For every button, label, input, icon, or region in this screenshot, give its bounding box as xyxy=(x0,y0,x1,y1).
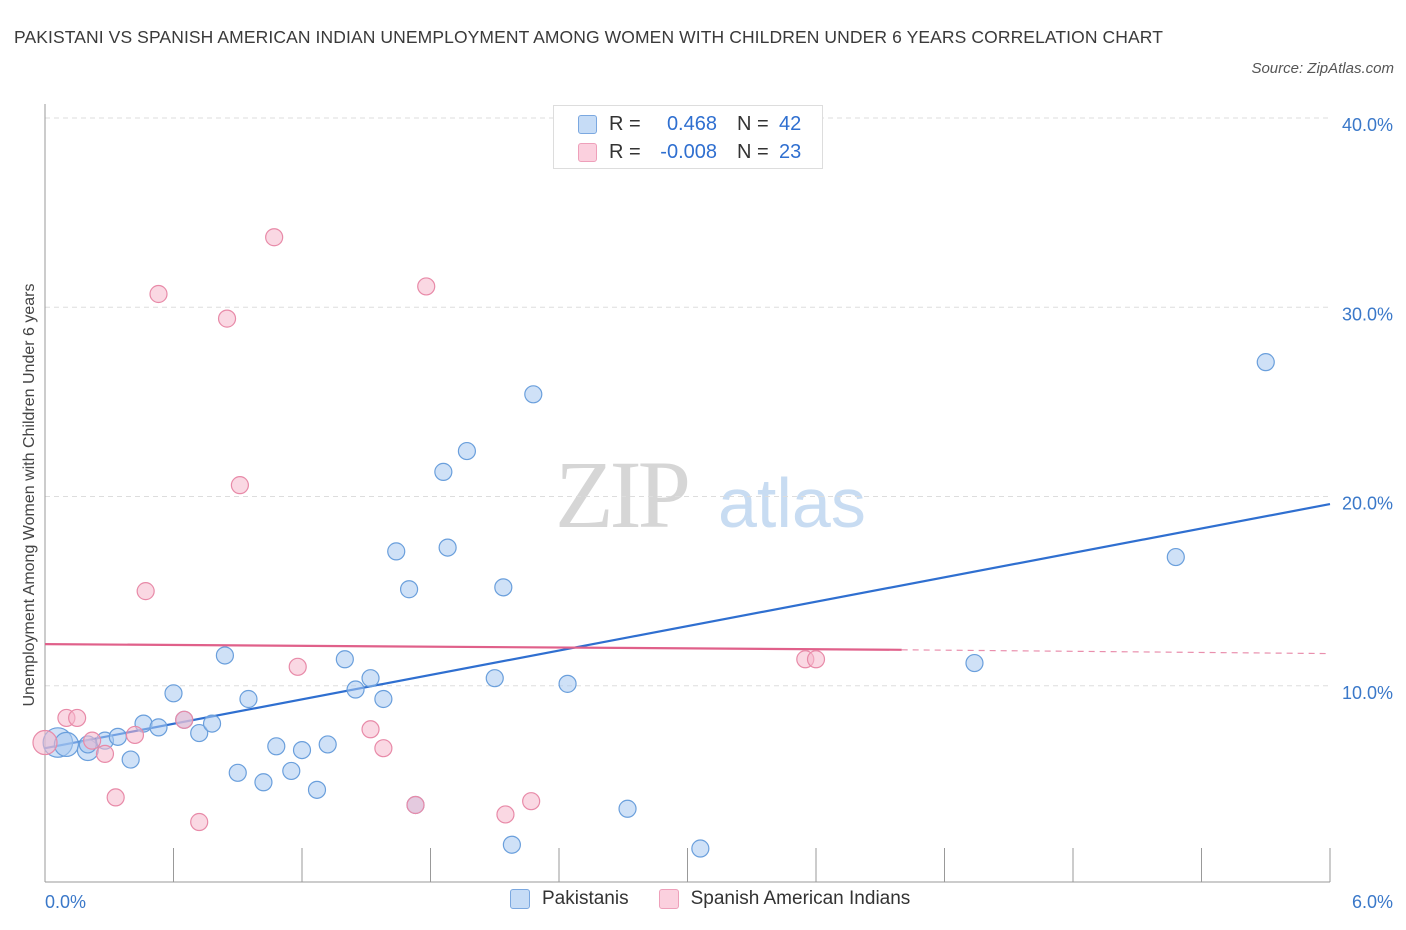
point-spanish-american-indians xyxy=(522,792,541,811)
point-pakistanis xyxy=(438,538,457,557)
trend-line-spanish-american-indians xyxy=(44,643,902,651)
legend-n-key: N = xyxy=(737,112,769,135)
point-spanish-american-indians xyxy=(406,795,425,815)
point-spanish-american-indians xyxy=(68,708,87,728)
point-pakistanis xyxy=(282,761,301,781)
point-pakistanis xyxy=(335,650,354,669)
point-pakistanis xyxy=(215,646,234,665)
point-pakistanis xyxy=(228,763,247,782)
point-pakistanis xyxy=(691,839,710,858)
legend-label-pakistanis: Pakistanis xyxy=(542,888,629,909)
point-pakistanis xyxy=(457,441,477,461)
point-spanish-american-indians xyxy=(288,657,307,676)
legend-item-spanish-american-indians: Spanish American Indians xyxy=(658,888,911,910)
point-spanish-american-indians xyxy=(374,739,393,758)
trend-line-spanish-american-indians-extension xyxy=(901,649,1331,655)
watermark-atlas: atlas xyxy=(718,464,866,542)
legend-row-pakistanis: R = 0.468 N = 42 xyxy=(578,110,801,138)
point-pakistanis xyxy=(307,780,327,799)
legend-r-key: R = xyxy=(609,140,641,163)
point-pakistanis xyxy=(558,674,577,693)
point-pakistanis xyxy=(346,680,365,699)
point-spanish-american-indians xyxy=(230,476,249,495)
trend-line-pakistanis xyxy=(44,502,1331,750)
legend-row-spanish-american-indians: R = -0.008 N = 23 xyxy=(578,138,801,166)
point-pakistanis xyxy=(164,684,183,703)
legend-r-key: R = xyxy=(609,112,641,135)
point-pakistanis xyxy=(292,740,312,760)
point-spanish-american-indians xyxy=(361,720,380,739)
point-spanish-american-indians xyxy=(83,731,102,750)
point-pakistanis xyxy=(387,542,406,561)
point-pakistanis xyxy=(149,718,168,737)
point-spanish-american-indians xyxy=(95,744,115,763)
point-pakistanis xyxy=(190,723,209,743)
x-tick-label: 6.0% xyxy=(1352,892,1393,912)
point-pakistanis xyxy=(1256,353,1275,372)
point-spanish-american-indians xyxy=(217,309,237,328)
point-pakistanis xyxy=(485,669,504,688)
legend-swatch-pakistanis xyxy=(510,889,530,909)
point-spanish-american-indians xyxy=(106,788,125,807)
point-spanish-american-indians xyxy=(190,812,209,832)
point-pakistanis xyxy=(108,727,127,746)
point-spanish-american-indians xyxy=(32,729,58,756)
data-points xyxy=(32,228,1275,858)
point-spanish-american-indians xyxy=(136,582,155,601)
watermark-zip: ZIP xyxy=(555,441,688,548)
legend-n-value: 23 xyxy=(779,140,802,163)
point-pakistanis xyxy=(53,731,80,758)
point-pakistanis xyxy=(399,580,419,599)
chart-title: PAKISTANI VS SPANISH AMERICAN INDIAN UNE… xyxy=(14,27,1164,47)
point-spanish-american-indians xyxy=(806,650,826,669)
legend-r-value: 0.468 xyxy=(666,112,717,135)
point-spanish-american-indians xyxy=(125,725,145,745)
point-pakistanis xyxy=(965,653,984,673)
source-label: Source: ZipAtlas.com xyxy=(1251,60,1394,77)
point-pakistanis xyxy=(361,669,380,688)
legend-n-key: N = xyxy=(737,140,769,163)
legend-swatch-pakistanis xyxy=(578,114,597,134)
legend-n-value: 42 xyxy=(779,112,802,135)
point-pakistanis xyxy=(374,689,393,709)
y-tick-label: 20.0% xyxy=(1342,494,1393,514)
y-tick-label: 30.0% xyxy=(1342,304,1393,324)
tick-labels: 10.0% 20.0% 30.0% 40.0% 0.0% 6.0% xyxy=(45,115,1393,912)
y-tick-label: 40.0% xyxy=(1342,115,1393,135)
legend-item-pakistanis: Pakistanis xyxy=(510,888,629,910)
watermark: ZIP atlas xyxy=(555,441,866,548)
point-pakistanis xyxy=(524,385,543,404)
point-pakistanis xyxy=(494,578,513,597)
point-spanish-american-indians xyxy=(417,277,436,296)
point-pakistanis xyxy=(239,689,258,709)
series-legend: Pakistanis Spanish American Indians xyxy=(510,888,940,910)
point-pakistanis xyxy=(1166,547,1185,567)
legend-r-value: -0.008 xyxy=(660,140,717,163)
point-spanish-american-indians xyxy=(149,284,168,304)
point-pakistanis xyxy=(434,462,453,481)
correlation-legend: R = 0.468 N = 42 R = -0.008 N = 23 xyxy=(553,105,823,169)
trend-lines xyxy=(44,502,1331,750)
point-pakistanis xyxy=(267,737,286,756)
legend-swatch-spanish-american-indians xyxy=(578,142,597,162)
point-spanish-american-indians xyxy=(265,228,284,247)
point-pakistanis xyxy=(202,714,222,733)
point-pakistanis xyxy=(502,835,521,854)
grid-lines xyxy=(45,117,1330,687)
point-pakistanis xyxy=(254,773,273,792)
y-tick-label: 10.0% xyxy=(1342,683,1393,703)
point-pakistanis xyxy=(318,735,337,754)
point-pakistanis xyxy=(618,799,637,818)
x-tick-label: 0.0% xyxy=(45,892,86,912)
legend-swatch-spanish-american-indians xyxy=(658,889,679,909)
point-pakistanis xyxy=(121,750,140,769)
point-spanish-american-indians xyxy=(175,710,194,729)
legend-label-spanish-american-indians: Spanish American Indians xyxy=(690,888,911,909)
point-spanish-american-indians xyxy=(496,805,515,824)
